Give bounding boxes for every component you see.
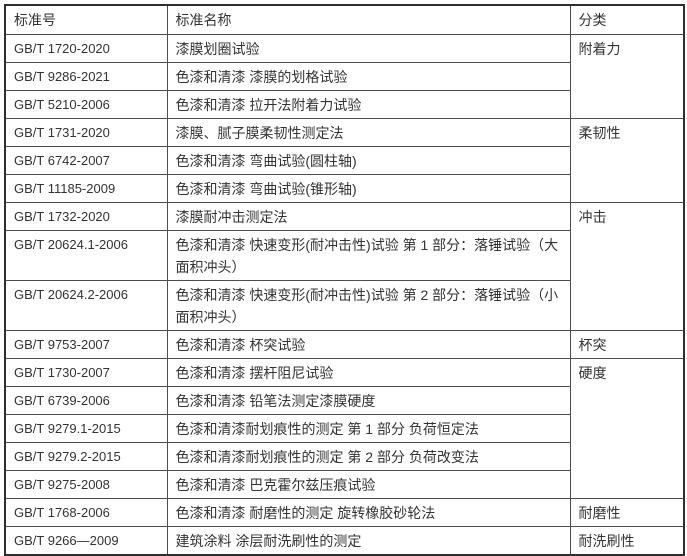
category-cell: 杯突 xyxy=(569,329,685,359)
standard-name-cell: 漆膜、腻子膜柔韧性测定法 xyxy=(166,117,571,147)
table-row: GB/T 1730-2007 色漆和清漆 摆杆阻尼试验 硬度 xyxy=(4,357,685,499)
standard-name-cell: 建筑涂料 涂层耐洗刷性的测定 xyxy=(166,525,571,555)
standard-code-cell: GB/T 20624.2-2006 xyxy=(4,279,168,331)
category-cell: 附着力 xyxy=(569,33,685,119)
category-cell: 硬度 xyxy=(569,357,685,499)
table-row: GB/T 20624.1-2006 色漆和清漆 快速变形(耐冲击性)试验 第 1 … xyxy=(4,229,684,281)
table-row: GB/T 1731-2020 漆膜、腻子膜柔韧性测定法 柔韧性 xyxy=(4,117,685,203)
table-row: GB/T 6739-2006 色漆和清漆 铅笔法测定漆膜硬度 xyxy=(4,385,684,415)
category-cell: 冲击 xyxy=(569,201,685,331)
standard-name-cell: 色漆和清漆 漆膜的划格试验 xyxy=(166,61,571,91)
standard-code-cell: GB/T 6742-2007 xyxy=(4,145,168,175)
table-row: GB/T 9279.1-2015 色漆和清漆耐划痕性的测定 第 1 部分 负荷恒定… xyxy=(4,413,684,443)
header-category: 分类 xyxy=(569,4,685,35)
standard-name-cell: 色漆和清漆 弯曲试验(圆柱轴) xyxy=(166,145,571,175)
table-row: GB/T 6742-2007 色漆和清漆 弯曲试验(圆柱轴) xyxy=(4,145,684,175)
table-row: GB/T 9753-2007 色漆和清漆 杯突试验 杯突 xyxy=(4,329,685,359)
standards-table-body: GB/T 1720-2020 漆膜划圈试验 附着力 GB/T 9286-2021 色漆和… xyxy=(4,33,685,555)
category-cell: 耐洗刷性 xyxy=(569,525,685,555)
table-row: GB/T 1732-2020 漆膜耐冲击测定法 冲击 xyxy=(4,201,685,331)
table-row: GB/T 9286-2021 色漆和清漆 漆膜的划格试验 xyxy=(4,61,684,91)
table-header-row: 标准号 标准名称 分类 xyxy=(4,4,685,35)
standard-name-cell: 色漆和清漆 弯曲试验(锥形轴) xyxy=(166,173,571,203)
standard-code-cell: GB/T 9266—2009 xyxy=(4,525,168,555)
standard-code-cell: GB/T 9286-2021 xyxy=(4,61,168,91)
table-row: GB/T 11185-2009 色漆和清漆 弯曲试验(锥形轴) xyxy=(4,173,684,203)
standard-code-cell: GB/T 6739-2006 xyxy=(4,385,168,415)
standard-name-cell: 色漆和清漆 杯突试验 xyxy=(166,329,571,359)
standard-code-cell: GB/T 1768-2006 xyxy=(4,497,168,527)
standard-name-cell: 色漆和清漆 拉开法附着力试验 xyxy=(166,89,571,119)
category-cell: 柔韧性 xyxy=(569,117,685,203)
standard-name-cell: 色漆和清漆 耐磨性的测定 旋转橡胶砂轮法 xyxy=(166,497,571,527)
standard-code-cell: GB/T 9753-2007 xyxy=(4,329,168,359)
table-row: GB/T 9275-2008 色漆和清漆 巴克霍尔兹压痕试验 xyxy=(4,469,684,499)
standard-name-cell: 色漆和清漆 快速变形(耐冲击性)试验 第 2 部分：落锤试验（小面积冲头） xyxy=(166,279,571,331)
standard-name-cell: 色漆和清漆 快速变形(耐冲击性)试验 第 1 部分：落锤试验（大面积冲头） xyxy=(166,229,571,281)
standard-name-cell: 色漆和清漆 铅笔法测定漆膜硬度 xyxy=(166,385,571,415)
table-row: GB/T 9266—2009 建筑涂料 涂层耐洗刷性的测定 耐洗刷性 xyxy=(4,525,685,555)
standard-code-cell: GB/T 9279.2-2015 xyxy=(4,441,168,471)
standard-name-cell: 色漆和清漆耐划痕性的测定 第 2 部分 负荷改变法 xyxy=(166,441,571,471)
standard-code-cell: GB/T 9279.1-2015 xyxy=(4,413,168,443)
header-standard-code: 标准号 xyxy=(4,4,168,35)
standard-name-cell: 漆膜划圈试验 xyxy=(166,33,571,63)
standard-name-cell: 色漆和清漆 摆杆阻尼试验 xyxy=(166,357,571,387)
standard-name-cell: 色漆和清漆 巴克霍尔兹压痕试验 xyxy=(166,469,571,499)
standard-code-cell: GB/T 20624.1-2006 xyxy=(4,229,168,281)
standard-code-cell: GB/T 9275-2008 xyxy=(4,469,168,499)
category-cell: 耐磨性 xyxy=(569,497,685,527)
standard-code-cell: GB/T 5210-2006 xyxy=(4,89,168,119)
standard-code-cell: GB/T 1732-2020 xyxy=(4,201,168,231)
table-row: GB/T 1720-2020 漆膜划圈试验 附着力 xyxy=(4,33,685,119)
table-row: GB/T 1768-2006 色漆和清漆 耐磨性的测定 旋转橡胶砂轮法 耐磨性 xyxy=(4,497,685,527)
standards-table: 标准号 标准名称 分类 GB/T 1720-2020 漆膜划圈试验 附着力 GB/T … xyxy=(4,4,685,556)
standard-name-cell: 色漆和清漆耐划痕性的测定 第 1 部分 负荷恒定法 xyxy=(166,413,571,443)
standard-code-cell: GB/T 11185-2009 xyxy=(4,173,168,203)
table-row: GB/T 20624.2-2006 色漆和清漆 快速变形(耐冲击性)试验 第 2 … xyxy=(4,279,684,331)
standard-name-cell: 漆膜耐冲击测定法 xyxy=(166,201,571,231)
header-standard-name: 标准名称 xyxy=(166,4,571,35)
standard-code-cell: GB/T 1731-2020 xyxy=(4,117,168,147)
table-row: GB/T 5210-2006 色漆和清漆 拉开法附着力试验 xyxy=(4,89,684,119)
standard-code-cell: GB/T 1720-2020 xyxy=(4,33,168,63)
standard-code-cell: GB/T 1730-2007 xyxy=(4,357,168,387)
table-row: GB/T 9279.2-2015 色漆和清漆耐划痕性的测定 第 2 部分 负荷改变… xyxy=(4,441,684,471)
